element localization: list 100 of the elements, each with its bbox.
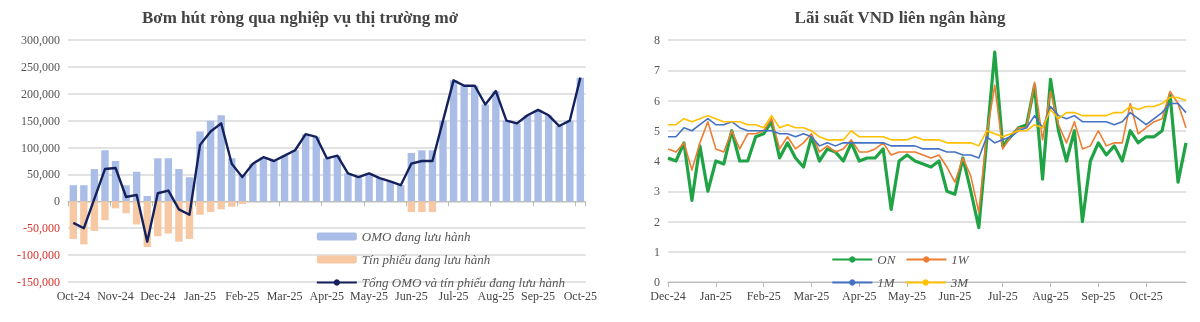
- x-tick-label: Oct-25: [1129, 289, 1163, 303]
- y-tick-label: 7: [654, 63, 660, 78]
- bar: [69, 185, 77, 202]
- y-tick-label: -100,000: [17, 248, 60, 263]
- x-tick-label: Aug-25: [477, 289, 515, 303]
- bar: [80, 185, 88, 202]
- x-tick-label: May-25: [350, 289, 389, 303]
- bar: [175, 169, 183, 202]
- legend-label: 3M: [949, 275, 970, 290]
- bar: [249, 163, 257, 202]
- y-tick-label: 1: [654, 244, 660, 259]
- bar: [566, 120, 574, 202]
- x-tick-label: Feb-25: [746, 289, 781, 303]
- bar: [111, 201, 120, 209]
- legend-label: Tín phiếu đang lưu hành: [361, 252, 491, 267]
- x-tick-label: Feb-25: [225, 289, 260, 303]
- bar: [576, 77, 585, 202]
- x-tick-label: Jul-25: [987, 289, 1018, 303]
- x-tick-label: Oct-24: [56, 289, 90, 303]
- legend-label: Tổng OMO và tín phiếu đang lưu hành: [361, 275, 566, 290]
- bar: [280, 155, 289, 202]
- line-series: [72, 76, 582, 243]
- x-tick-label: Jan-25: [699, 289, 732, 303]
- y-tick-label: 150,000: [21, 113, 60, 128]
- bar: [217, 201, 225, 210]
- x-tick-label: Aug-25: [1032, 289, 1069, 303]
- x-tick-label: Dec-24: [140, 289, 176, 303]
- y-tick-label: -150,000: [17, 275, 60, 289]
- bar: [418, 150, 426, 202]
- bar: [301, 134, 310, 202]
- bar: [481, 104, 489, 202]
- bar: [354, 177, 363, 202]
- bar: [418, 201, 426, 213]
- chart-title: Bơm hút ròng qua nghiệp vụ thị trường mở: [141, 8, 459, 27]
- bar: [238, 201, 246, 205]
- bar: [164, 201, 173, 234]
- x-tick-label: Jun-25: [938, 289, 972, 303]
- bar: [270, 161, 278, 202]
- bar: [259, 157, 268, 202]
- y-tick-label: 4: [654, 154, 660, 168]
- x-tick-label: Apr-25: [842, 289, 877, 303]
- y-tick-label: -50,000: [23, 221, 60, 236]
- line-series: [667, 81, 1187, 214]
- line-series: [667, 96, 1187, 147]
- bar: [534, 109, 542, 202]
- legend-label: ON: [877, 252, 897, 267]
- bar: [206, 201, 215, 213]
- y-tick-label: 3: [654, 184, 660, 199]
- y-tick-label: 2: [654, 214, 660, 229]
- bar: [323, 158, 331, 202]
- x-tick-label: Sep-25: [521, 289, 556, 303]
- y-tick-label: 50,000: [27, 167, 60, 182]
- x-tick-label: Jul-25: [438, 289, 469, 303]
- x-tick-label: Apr-25: [309, 289, 345, 303]
- x-tick-label: Jan-25: [184, 289, 217, 303]
- bar: [101, 201, 109, 221]
- x-tick-label: Oct-25: [563, 289, 598, 303]
- x-tick-label: Dec-24: [650, 289, 686, 303]
- x-tick-label: Jun-25: [394, 289, 428, 303]
- x-tick-label: Mar-25: [266, 289, 303, 303]
- y-tick-label: 8: [654, 33, 660, 47]
- y-tick-label: 300,000: [21, 33, 60, 47]
- x-tick-label: Mar-25: [793, 289, 830, 303]
- bar: [344, 173, 352, 202]
- bar: [386, 181, 394, 202]
- y-tick-label: 0: [654, 275, 660, 289]
- bar: [291, 150, 299, 202]
- bar: [407, 201, 416, 213]
- x-tick-label: Sep-25: [1081, 289, 1116, 303]
- bar: [428, 201, 437, 213]
- bar: [460, 85, 468, 202]
- y-tick-label: 100,000: [21, 140, 60, 155]
- bar: [228, 201, 236, 207]
- bar: [439, 120, 447, 202]
- bar: [492, 91, 500, 202]
- chart-title: Lãi suất VND liên ngân hàng: [794, 8, 1006, 27]
- bar: [397, 185, 405, 202]
- bar: [196, 201, 204, 215]
- bar: [523, 115, 532, 202]
- legend-label: 1W: [951, 252, 970, 267]
- y-tick-label: 6: [654, 93, 660, 108]
- bar: [502, 120, 511, 202]
- bar: [206, 120, 215, 202]
- x-tick-label: May-25: [888, 289, 927, 303]
- line-series: [667, 102, 1187, 159]
- x-tick-label: Nov-24: [97, 289, 134, 303]
- bar: [555, 126, 563, 202]
- bar: [544, 115, 553, 202]
- y-tick-label: 5: [654, 123, 660, 138]
- y-tick-label: 200,000: [21, 86, 60, 101]
- bar: [217, 115, 225, 202]
- bar: [365, 173, 373, 202]
- legend-label: OMO đang lưu hành: [361, 229, 471, 244]
- bar: [122, 201, 130, 214]
- bar: [471, 85, 479, 202]
- y-tick-label: 250,000: [21, 59, 60, 74]
- bar: [69, 201, 77, 239]
- bar: [513, 123, 521, 202]
- legend-label: 1M: [877, 275, 896, 290]
- bar: [449, 80, 458, 202]
